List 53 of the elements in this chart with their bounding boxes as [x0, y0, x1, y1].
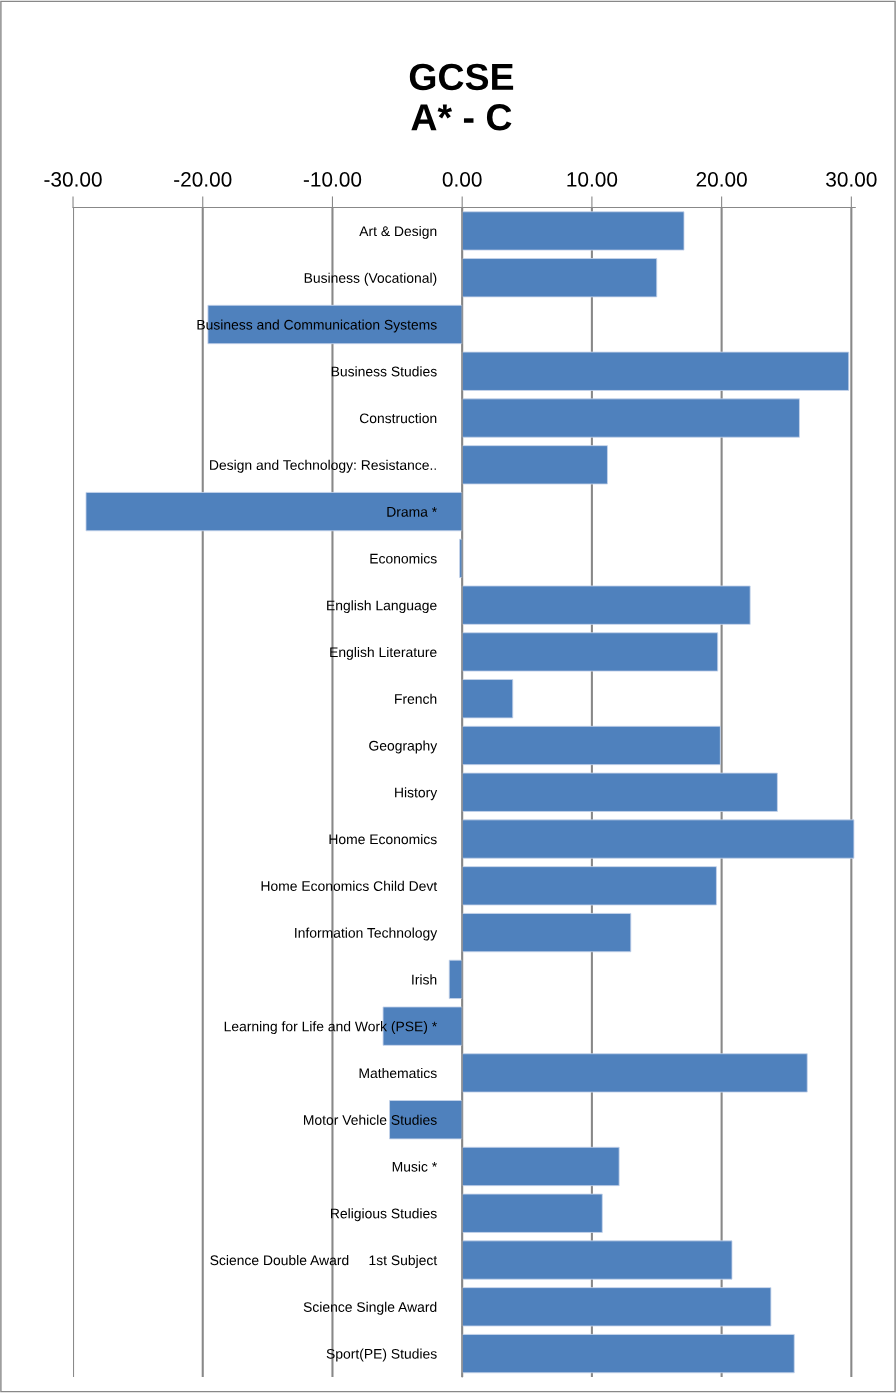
bar	[461, 679, 514, 719]
y-tick-label: Home Economics	[329, 834, 437, 845]
bar	[461, 351, 850, 391]
y-tick-label: Business (Vocational)	[304, 272, 437, 286]
y-tick-label: Information Technology	[295, 927, 438, 941]
y-tick-label: Mathematics	[359, 1067, 437, 1079]
bar	[461, 819, 855, 859]
bar	[448, 959, 463, 999]
y-tick-label: Science Single Award	[303, 1301, 437, 1315]
y-tick-label: Art & Design	[359, 225, 437, 239]
y-tick-label: Geography	[369, 740, 438, 754]
bar	[461, 866, 717, 906]
y-tick-label: Economics	[370, 553, 437, 564]
bar	[461, 585, 751, 625]
bar	[461, 725, 721, 766]
x-tick-label: -30.00	[44, 172, 102, 187]
y-tick-label: English Literature	[330, 646, 437, 660]
x-tick-label: 0.00	[442, 172, 482, 187]
y-tick-label: English Language	[327, 600, 437, 614]
bar	[461, 1193, 603, 1233]
y-tick-label: Construction	[359, 413, 437, 424]
bar	[461, 445, 608, 485]
bar	[461, 258, 658, 298]
y-tick-label: Design and Technology: Resistance..	[210, 459, 436, 473]
bar	[461, 398, 800, 438]
bar	[85, 492, 463, 532]
y-tick-label: History	[395, 787, 438, 801]
chart-title: GCSE A* - C	[409, 63, 514, 131]
x-tick-label: 10.00	[567, 172, 618, 187]
bar	[461, 211, 685, 251]
bar	[461, 772, 778, 812]
y-tick-label: Home Economics Child Devt	[261, 880, 438, 891]
y-tick-label: Religious Studies	[331, 1208, 437, 1222]
y-tick-label: Music *	[392, 1161, 437, 1172]
y-tick-label: Irish	[412, 974, 437, 985]
y-tick-label: French	[395, 693, 437, 704]
y-tick-label: Sport(PE) Studies	[326, 1348, 437, 1362]
bar	[389, 1100, 463, 1140]
x-tick-label: 20.00	[696, 172, 747, 187]
bar	[461, 1053, 808, 1093]
y-tick-label: Business Studies	[331, 366, 437, 377]
bar	[461, 632, 719, 672]
y-tick-label: Drama *	[387, 507, 437, 517]
x-tick-label: -10.00	[303, 172, 362, 187]
x-tick-label: -20.00	[174, 172, 232, 187]
bar	[461, 1240, 733, 1280]
x-tick-label: 30.00	[826, 172, 877, 187]
bar	[461, 1287, 772, 1327]
bar	[461, 913, 632, 953]
y-tick-label: Motor Vehicle Studies	[303, 1114, 437, 1125]
y-tick-label: Science Double Award 1st Subject	[210, 1255, 438, 1268]
bar	[461, 1333, 795, 1374]
bar	[461, 1146, 620, 1187]
